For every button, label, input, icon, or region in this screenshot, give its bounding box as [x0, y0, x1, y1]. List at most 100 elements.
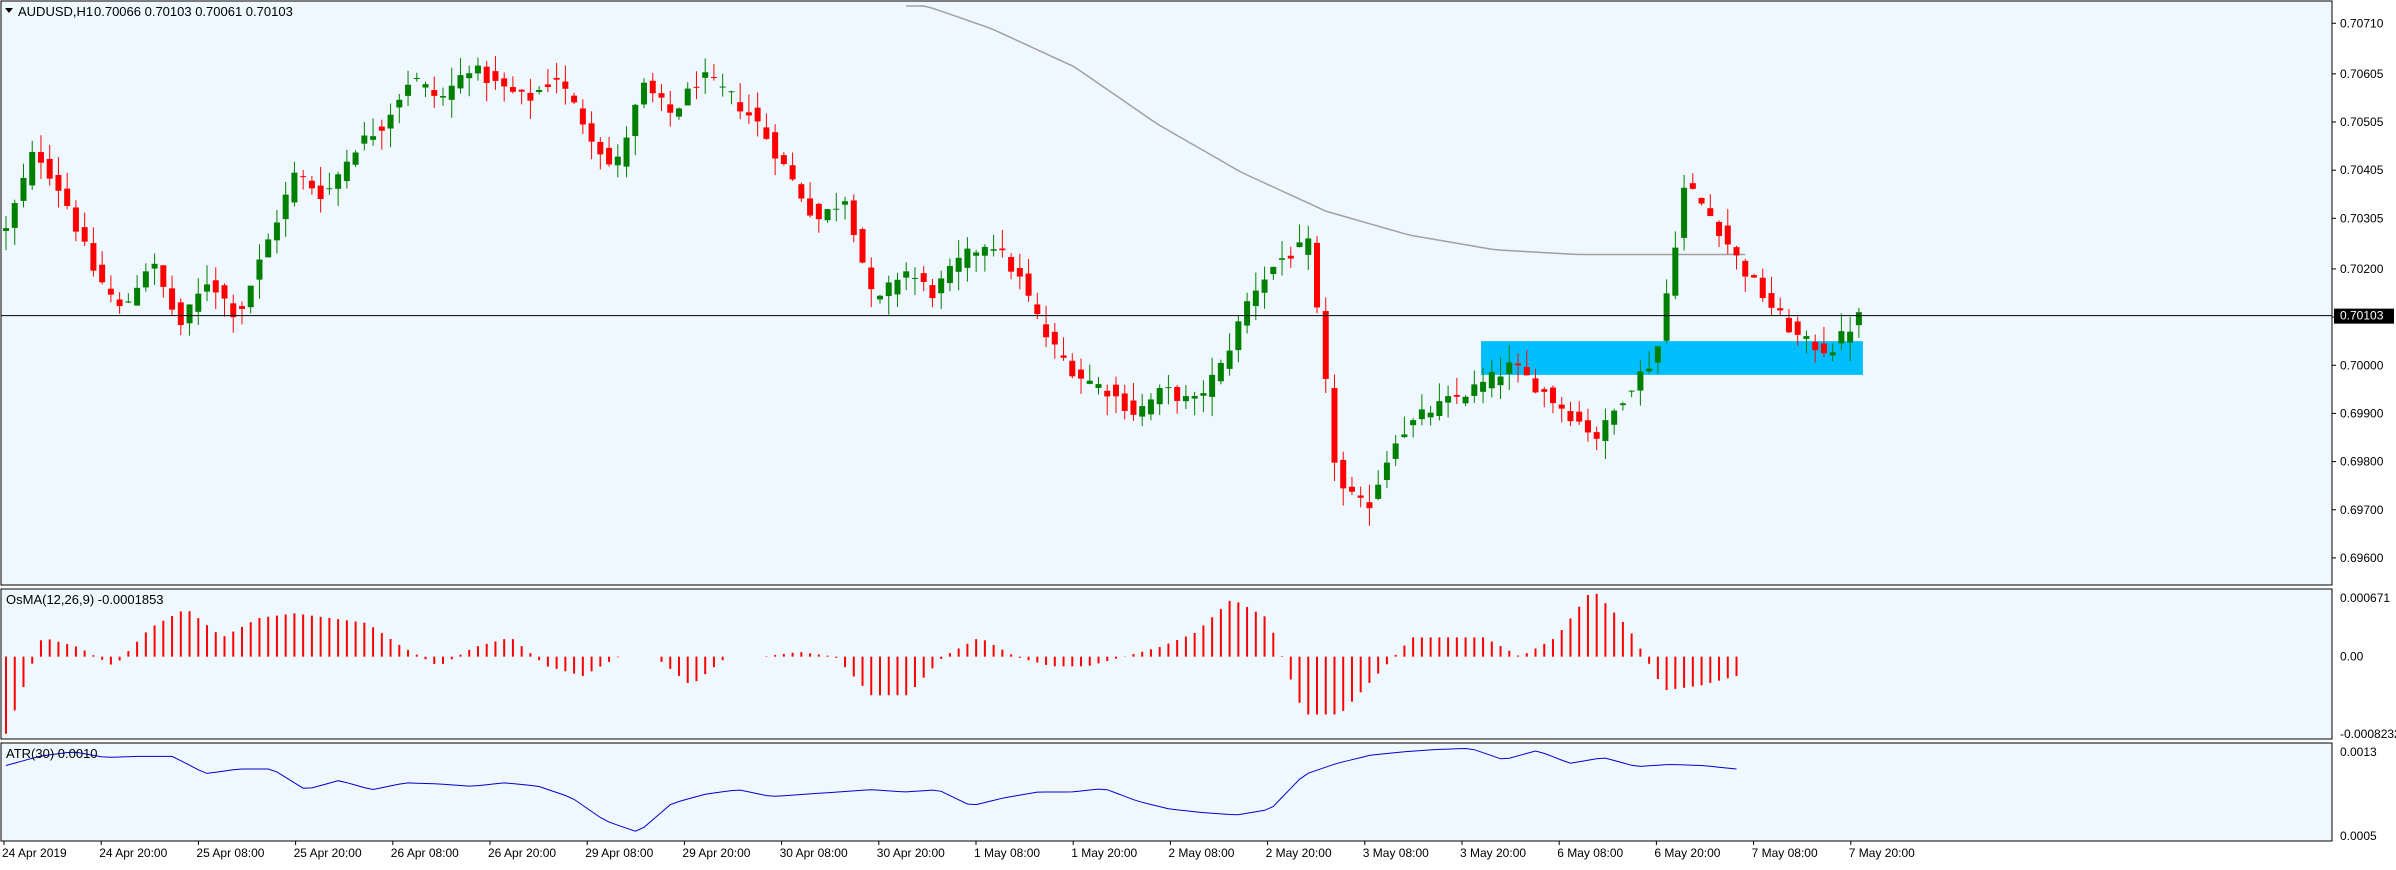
candle[interactable] [728, 90, 735, 105]
candle[interactable] [885, 275, 892, 315]
candle[interactable] [1217, 359, 1224, 385]
candle[interactable] [1847, 316, 1854, 361]
candle[interactable] [1803, 330, 1810, 354]
candle[interactable] [1637, 360, 1644, 406]
candle[interactable] [1558, 396, 1565, 423]
candle[interactable] [238, 301, 245, 325]
candle[interactable] [422, 81, 429, 98]
candle[interactable] [256, 244, 263, 299]
candle[interactable] [396, 93, 403, 124]
candle[interactable] [1322, 297, 1329, 393]
candle[interactable] [710, 64, 717, 81]
candle[interactable] [1095, 377, 1102, 395]
candle[interactable] [1602, 408, 1609, 460]
candle[interactable] [378, 119, 385, 150]
candle[interactable] [1751, 273, 1757, 278]
candle[interactable] [160, 264, 167, 298]
candle[interactable] [440, 87, 446, 106]
candle[interactable] [1375, 470, 1382, 501]
candle[interactable] [1453, 377, 1460, 404]
candle[interactable] [212, 267, 219, 310]
candle[interactable] [204, 265, 211, 302]
candle[interactable] [1707, 194, 1714, 217]
candle[interactable] [1838, 313, 1845, 350]
candle[interactable] [1051, 323, 1058, 359]
candle[interactable] [807, 182, 814, 218]
candle[interactable] [798, 182, 805, 203]
candle[interactable] [1515, 353, 1522, 383]
candle[interactable] [780, 152, 787, 166]
candle[interactable] [169, 275, 176, 316]
candle[interactable] [1576, 401, 1583, 425]
candle[interactable] [981, 244, 988, 272]
candle[interactable] [1244, 292, 1251, 334]
candle[interactable] [1716, 220, 1723, 248]
candle[interactable] [527, 78, 534, 119]
candle[interactable] [1681, 174, 1688, 251]
candle[interactable] [1383, 450, 1390, 489]
candle[interactable] [606, 136, 613, 167]
candle[interactable] [929, 279, 936, 308]
candle[interactable] [649, 72, 656, 103]
candle[interactable] [1759, 268, 1766, 302]
candle[interactable] [247, 285, 254, 314]
price-pane[interactable] [0, 0, 2333, 586]
candle[interactable] [894, 272, 901, 307]
candle[interactable] [405, 70, 412, 107]
candle[interactable] [1768, 276, 1775, 316]
candle[interactable] [361, 121, 368, 151]
candle[interactable] [877, 294, 883, 304]
candle[interactable] [1689, 173, 1696, 190]
candle[interactable] [466, 65, 473, 97]
candle[interactable] [1043, 305, 1050, 348]
candle[interactable] [562, 65, 569, 105]
candle[interactable] [1663, 279, 1670, 344]
candle[interactable] [1121, 384, 1128, 420]
candle[interactable] [55, 157, 62, 208]
candle[interactable] [833, 192, 840, 222]
candle[interactable] [658, 83, 665, 111]
candle[interactable] [29, 140, 36, 190]
candle[interactable] [308, 175, 315, 195]
candle[interactable] [964, 237, 971, 282]
candle[interactable] [1541, 386, 1548, 408]
candle[interactable] [125, 293, 132, 304]
candle[interactable] [597, 137, 604, 170]
candle[interactable] [413, 72, 420, 82]
candle[interactable] [1436, 383, 1443, 421]
support-zone[interactable] [1481, 341, 1863, 375]
candle[interactable] [483, 61, 490, 102]
candle[interactable] [999, 230, 1006, 258]
candle[interactable] [230, 294, 237, 333]
candle[interactable] [571, 92, 578, 105]
candle[interactable] [1480, 367, 1487, 404]
candle[interactable] [632, 103, 639, 156]
candle[interactable] [588, 111, 595, 160]
candle[interactable] [343, 149, 350, 189]
candle[interactable] [177, 298, 184, 336]
candle[interactable] [291, 161, 298, 207]
candle[interactable] [1611, 408, 1618, 435]
candle[interactable] [282, 182, 289, 237]
candle[interactable] [1471, 370, 1478, 404]
candle[interactable] [544, 69, 551, 93]
candle[interactable] [1279, 240, 1286, 276]
candle[interactable] [536, 86, 543, 95]
candle[interactable] [1130, 383, 1137, 421]
candle[interactable] [702, 58, 709, 94]
candle[interactable] [1785, 308, 1792, 334]
candle[interactable] [1742, 258, 1749, 292]
candle[interactable] [221, 283, 228, 317]
candle[interactable] [1698, 197, 1705, 206]
candle[interactable] [579, 99, 586, 134]
candle[interactable] [1174, 384, 1181, 414]
candle[interactable] [1567, 401, 1574, 427]
candle[interactable] [11, 199, 18, 245]
candle[interactable] [920, 266, 927, 292]
candle[interactable] [1427, 405, 1434, 426]
candle[interactable] [1261, 266, 1268, 309]
candle[interactable] [1672, 231, 1679, 300]
candle[interactable] [352, 150, 359, 168]
candle[interactable] [1104, 384, 1111, 416]
